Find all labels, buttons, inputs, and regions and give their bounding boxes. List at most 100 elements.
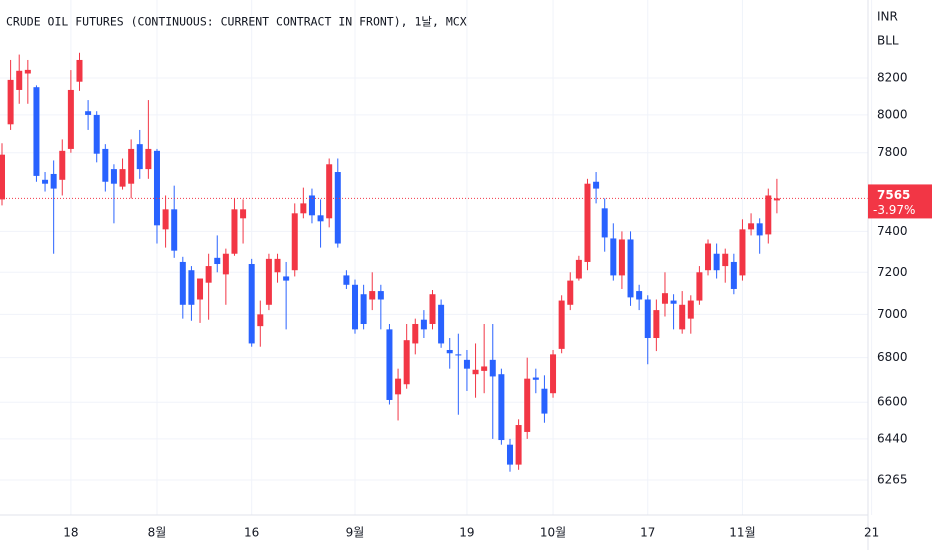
- candle-body: [240, 209, 247, 219]
- candle-body: [567, 280, 574, 305]
- candle-body: [532, 377, 539, 380]
- candle-body: [550, 354, 557, 394]
- candle-body: [257, 314, 264, 327]
- candle-body: [541, 388, 548, 414]
- candle-body: [16, 70, 23, 90]
- candle-body: [24, 69, 31, 74]
- candle-body: [687, 300, 694, 319]
- candle-body: [265, 258, 272, 305]
- y-tick-label: 7000: [877, 307, 908, 321]
- candle-body: [352, 284, 359, 330]
- candle-body: [438, 304, 445, 344]
- candle-body: [627, 239, 634, 298]
- candle-body: [214, 257, 221, 265]
- candle-body: [162, 209, 169, 230]
- candle-body: [7, 79, 14, 125]
- candle-body: [463, 359, 470, 369]
- y-tick-label: 7200: [877, 265, 908, 279]
- x-tick-label: 17: [640, 526, 655, 540]
- candle-body: [429, 294, 436, 324]
- candle-body: [386, 329, 393, 400]
- candle-body: [558, 300, 565, 349]
- candle-body: [593, 181, 600, 189]
- x-tick-label: 19: [459, 526, 474, 540]
- candle-body: [618, 239, 625, 276]
- candle-body: [317, 215, 324, 222]
- candle-body: [765, 195, 772, 235]
- candle-body: [722, 253, 729, 267]
- candle-body: [205, 266, 212, 283]
- candle-body: [76, 59, 83, 82]
- candle-body: [377, 291, 384, 300]
- candle-body: [59, 150, 66, 180]
- candle-body: [644, 299, 651, 339]
- candle-body: [308, 195, 315, 216]
- candle-body: [713, 253, 720, 271]
- candle-body: [343, 275, 350, 285]
- candle-body: [395, 378, 402, 395]
- candle-body: [696, 272, 703, 301]
- candle-body: [369, 291, 376, 300]
- y-tick-label: 6265: [877, 473, 908, 487]
- candle-body: [705, 243, 712, 271]
- candle-body: [119, 169, 126, 187]
- candle-body: [481, 366, 488, 371]
- price-tag-value: 7565: [877, 188, 910, 202]
- unit-label: BLL: [877, 34, 899, 48]
- candle-body: [748, 223, 755, 230]
- x-tick-label: 21: [864, 526, 879, 540]
- candle-body: [515, 425, 522, 465]
- candle-body: [730, 261, 737, 289]
- axes: 6265 6440 6600 6800 7000 7200 7400 7800 8000 8200…: [63, 71, 932, 540]
- chart-title: CRUDE OIL FUTURES (CONTINUOUS: CURRENT C…: [6, 15, 467, 29]
- candle-body: [222, 253, 229, 275]
- candle-body: [403, 340, 410, 385]
- candle-body: [197, 278, 204, 300]
- candle-body: [231, 209, 238, 254]
- candle-body: [360, 294, 367, 324]
- candle-body: [739, 229, 746, 276]
- candle-body: [33, 87, 40, 176]
- candle-body: [506, 444, 513, 465]
- candle-body: [679, 304, 686, 330]
- y-tick-label: 7400: [877, 224, 908, 238]
- x-tick-label: 11월: [729, 526, 755, 540]
- candle-body: [85, 111, 92, 115]
- candle-body: [136, 144, 143, 170]
- y-tick-label: 8000: [877, 107, 908, 121]
- candle-body: [171, 209, 178, 251]
- candle-body: [334, 172, 341, 244]
- candle-body: [524, 378, 531, 432]
- candle-body: [326, 164, 333, 219]
- candle-body: [610, 238, 617, 276]
- y-tick-label: 6800: [877, 350, 908, 364]
- candle-body: [110, 169, 117, 184]
- candle-body: [188, 270, 195, 305]
- candle-body: [661, 293, 668, 304]
- y-tick-label: 7800: [877, 145, 908, 159]
- candle-body: [498, 374, 505, 441]
- candle-body: [153, 150, 160, 226]
- candle-body: [128, 148, 135, 184]
- candle-body: [412, 323, 419, 344]
- x-tick-label: 18: [63, 526, 78, 540]
- candle-body: [446, 349, 453, 354]
- candle-body: [248, 264, 255, 344]
- candle-body: [420, 319, 427, 330]
- x-tick-label: 8월: [148, 526, 167, 540]
- candle-body: [0, 154, 5, 200]
- candle-body: [179, 261, 186, 305]
- candle-body: [773, 198, 780, 201]
- candle-body: [489, 359, 496, 377]
- candle-body: [291, 213, 298, 271]
- candle-body: [472, 369, 479, 375]
- candle-body: [102, 148, 109, 182]
- candle-body: [93, 114, 100, 154]
- candle-body: [274, 258, 281, 273]
- unit-label: INR: [877, 10, 898, 24]
- candle-body: [670, 300, 677, 304]
- x-tick-label: 10월: [540, 526, 566, 540]
- candle-body: [756, 223, 763, 236]
- candle-body: [300, 203, 307, 214]
